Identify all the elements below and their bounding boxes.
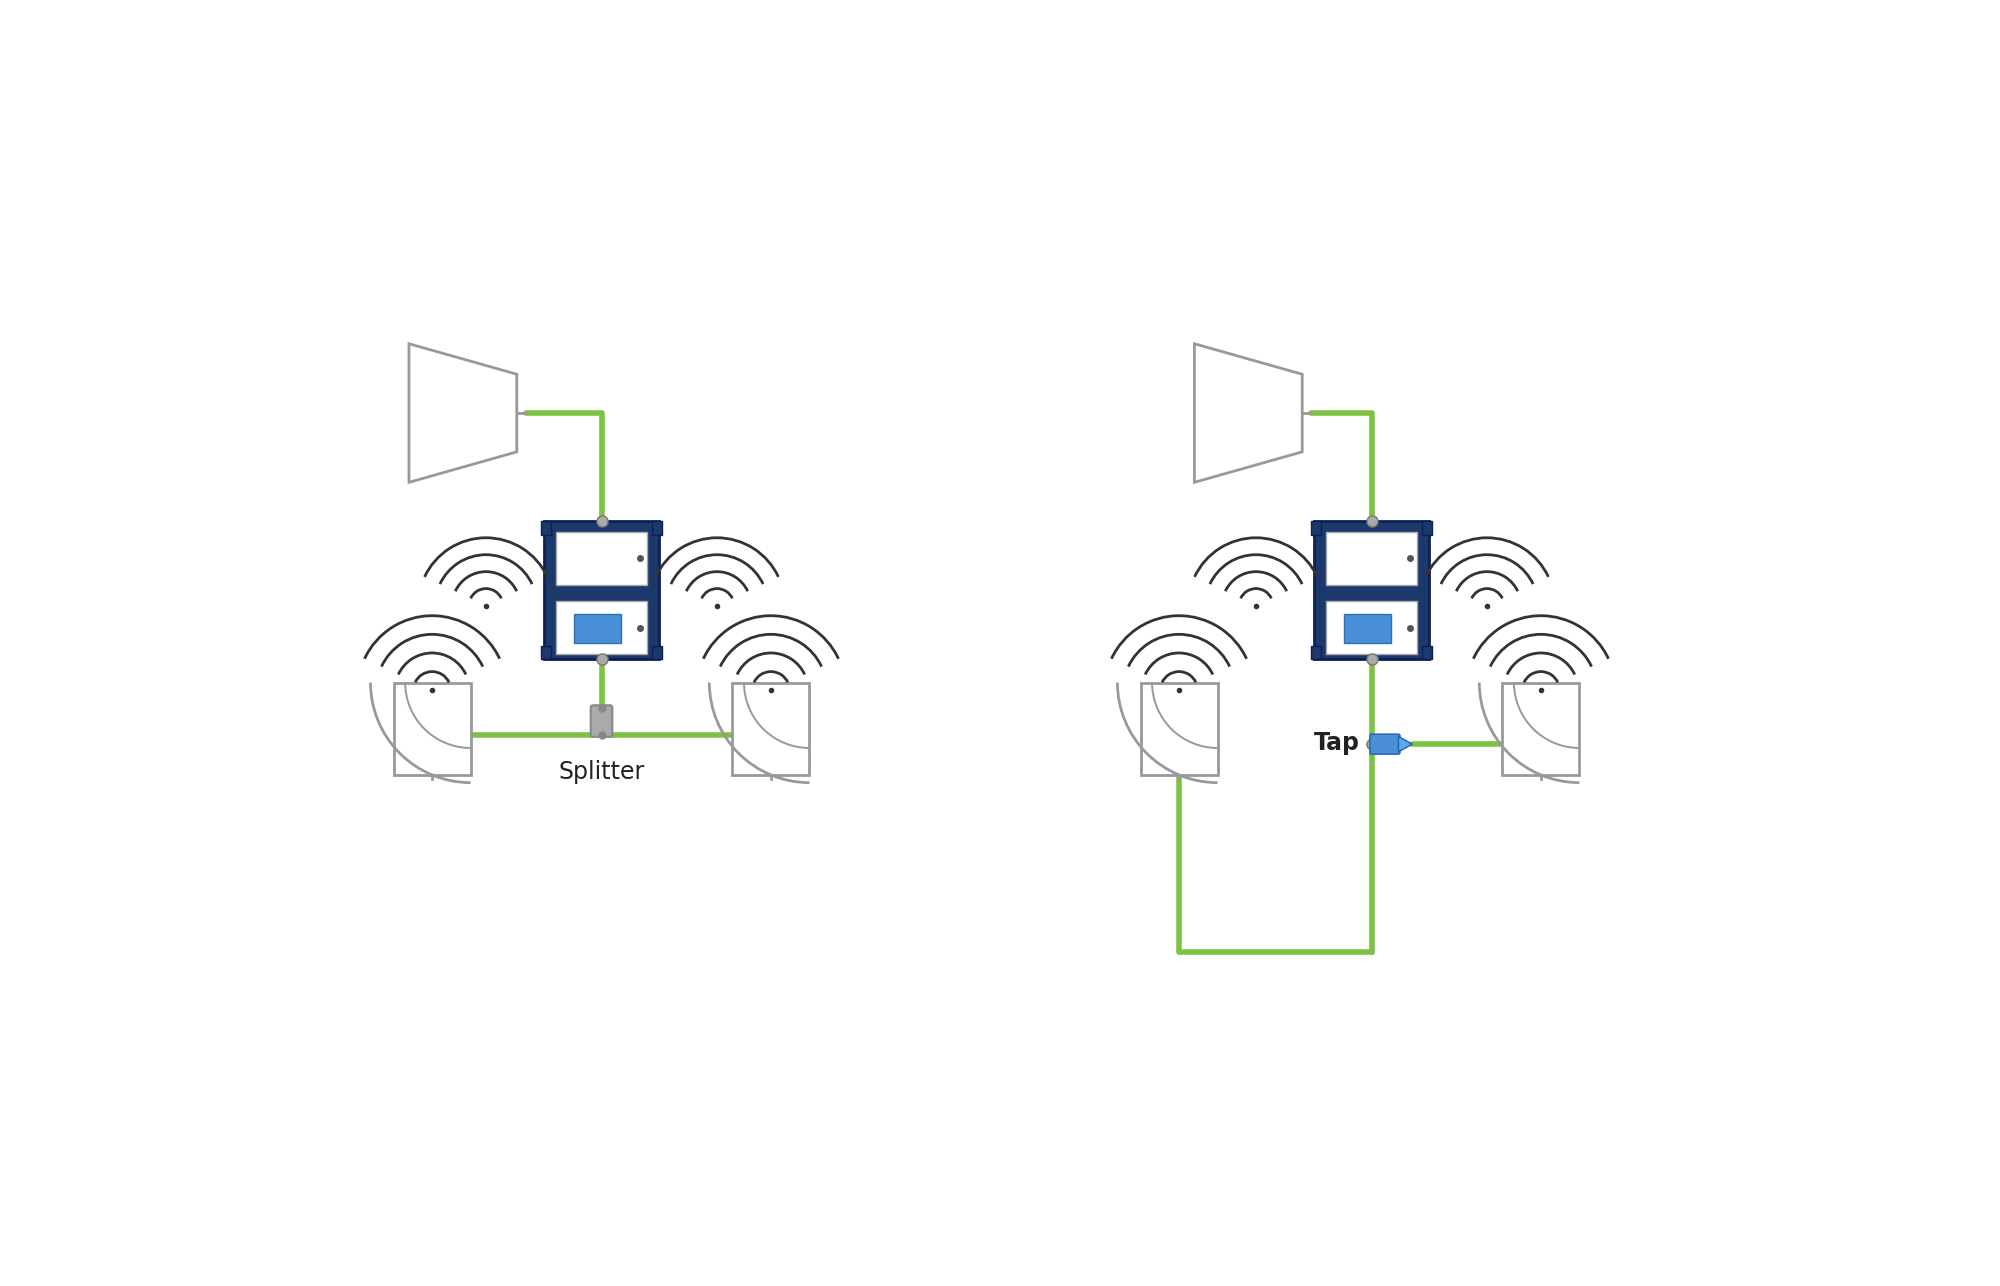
Polygon shape [1194, 343, 1302, 482]
Bar [1310, 646, 1320, 660]
Bar [1326, 602, 1416, 653]
Bar [1344, 615, 1392, 643]
Bar [1502, 683, 1580, 775]
Polygon shape [410, 343, 516, 482]
Bar [556, 532, 646, 585]
Bar [540, 646, 550, 660]
Bar [1326, 532, 1416, 585]
FancyBboxPatch shape [1370, 734, 1400, 754]
Bar [1140, 683, 1218, 775]
Bar [1422, 521, 1432, 535]
Bar [1422, 646, 1432, 660]
Polygon shape [1398, 737, 1412, 752]
Text: Splitter: Splitter [558, 760, 644, 783]
Bar [1310, 521, 1320, 535]
Bar [732, 683, 810, 775]
Bar [544, 521, 660, 660]
Bar [652, 646, 662, 660]
Bar [1314, 521, 1430, 660]
Bar [556, 602, 646, 653]
Bar [574, 615, 622, 643]
FancyBboxPatch shape [590, 705, 612, 737]
Text: Tap: Tap [1314, 730, 1360, 755]
Bar [540, 521, 550, 535]
Bar [394, 683, 470, 775]
Bar [652, 521, 662, 535]
